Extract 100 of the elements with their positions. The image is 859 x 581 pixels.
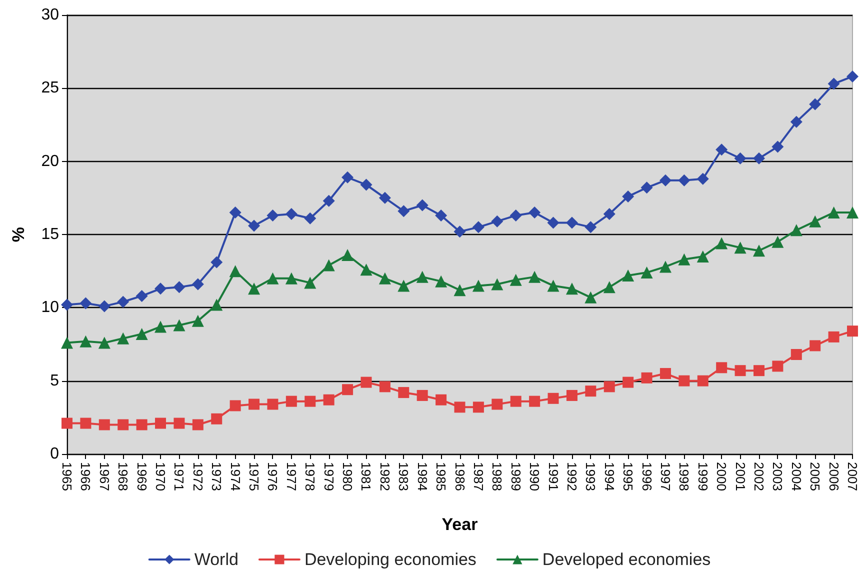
y-tick-label: 15 <box>41 226 60 243</box>
point <box>454 402 466 413</box>
point <box>492 398 503 410</box>
x-tick-label: 2000 <box>714 462 730 491</box>
x-tick-label: 1968 <box>116 462 131 491</box>
point <box>117 296 130 308</box>
point <box>154 320 167 333</box>
point <box>772 360 784 372</box>
point <box>716 362 728 374</box>
point <box>566 216 578 229</box>
x-tick-label: 1989 <box>508 462 524 491</box>
point <box>734 152 746 164</box>
point <box>174 418 185 429</box>
x-tick-label: 1985 <box>434 462 449 491</box>
point <box>603 208 616 220</box>
point <box>528 206 541 219</box>
point <box>378 272 391 284</box>
point <box>790 348 802 360</box>
point <box>436 394 447 406</box>
x-tick-label: 1998 <box>676 462 692 491</box>
point <box>846 70 858 82</box>
y-tick-label: 20 <box>41 152 60 170</box>
point <box>454 226 466 238</box>
point <box>267 398 278 410</box>
x-tick-label: 1977 <box>284 462 299 491</box>
point <box>360 264 372 276</box>
point <box>360 178 372 191</box>
point <box>528 270 541 283</box>
point <box>678 375 690 386</box>
point <box>828 78 840 90</box>
x-tick-label: 2002 <box>751 462 766 491</box>
point <box>342 384 354 396</box>
x-tick-label: 1976 <box>265 462 280 491</box>
point <box>80 418 92 429</box>
x-tick-label: 1982 <box>377 462 392 491</box>
point <box>734 365 746 376</box>
y-tick-label: 30 <box>41 6 60 24</box>
point <box>491 278 504 290</box>
point <box>192 419 204 430</box>
point <box>622 269 634 282</box>
point <box>696 250 709 262</box>
point <box>752 244 765 257</box>
point <box>640 182 653 194</box>
point <box>547 216 560 229</box>
point <box>510 274 522 286</box>
x-tick-label: 1984 <box>414 462 430 491</box>
point <box>211 413 222 424</box>
point <box>529 396 540 407</box>
point <box>640 266 653 279</box>
point <box>322 259 335 272</box>
point <box>360 376 372 388</box>
point <box>136 419 148 430</box>
x-tick-label: 1987 <box>470 462 486 491</box>
point <box>210 256 223 268</box>
point <box>378 192 391 204</box>
legend-label: Developing economies <box>304 550 476 569</box>
x-tick-label: 1991 <box>546 462 561 491</box>
point <box>61 298 73 311</box>
point <box>809 98 822 110</box>
y-axis-title: % <box>9 226 28 242</box>
x-tick-label: 2007 <box>845 462 859 491</box>
point <box>285 272 298 284</box>
point <box>155 418 166 429</box>
point <box>660 368 671 380</box>
point <box>566 282 578 295</box>
point <box>416 199 428 212</box>
x-tick-label: 1997 <box>658 462 673 491</box>
point <box>772 140 784 153</box>
x-tick-label: 2006 <box>826 462 842 491</box>
x-tick-label: 2005 <box>808 462 823 491</box>
point <box>604 381 615 392</box>
point <box>248 282 260 295</box>
x-tick-label: 1992 <box>564 462 580 491</box>
point <box>790 224 802 236</box>
point <box>454 284 466 296</box>
point <box>229 206 242 219</box>
x-tick-label: 1994 <box>602 462 617 491</box>
point <box>323 394 334 406</box>
point <box>192 314 204 327</box>
point <box>846 206 858 219</box>
legend-label: World <box>194 550 238 569</box>
point <box>80 335 92 348</box>
x-tick-label: 1983 <box>396 462 412 491</box>
x-tick-label: 1978 <box>302 462 318 491</box>
point <box>548 392 559 404</box>
point <box>828 206 840 219</box>
point <box>210 298 223 311</box>
point <box>510 396 522 407</box>
point <box>622 190 634 202</box>
point <box>659 260 672 273</box>
x-tick-label: 1996 <box>639 462 654 491</box>
point <box>491 215 504 228</box>
x-axis-title: Year <box>442 515 478 534</box>
point <box>641 372 652 384</box>
point <box>192 278 204 290</box>
point <box>659 174 672 186</box>
point <box>98 300 110 312</box>
point <box>266 272 279 284</box>
x-tick-label: 1979 <box>321 462 336 491</box>
x-tick-label: 1999 <box>695 462 710 491</box>
